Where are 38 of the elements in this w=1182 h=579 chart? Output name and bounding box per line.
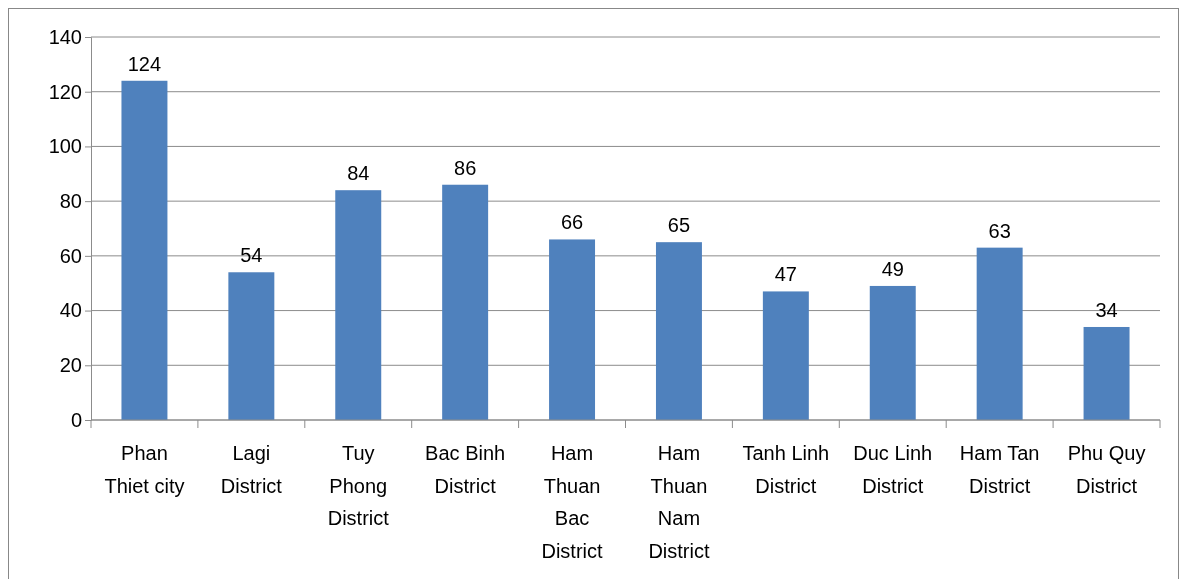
bar: [869, 285, 916, 420]
bar: [549, 239, 596, 420]
data-label: 63: [988, 219, 1011, 242]
data-label: 84: [347, 162, 370, 185]
x-tick-label: Ham Thuan Nam District: [648, 442, 710, 562]
x-tick-label: Tanh Linh District: [742, 442, 830, 497]
y-tick-label: 140: [48, 25, 82, 48]
y-tick-label: 120: [48, 80, 82, 103]
data-label: 34: [1095, 298, 1118, 321]
data-label: 124: [127, 52, 162, 75]
data-label: 86: [454, 156, 477, 179]
y-tick-label: 0: [70, 408, 82, 431]
bar: [442, 184, 489, 420]
bar: [1083, 326, 1130, 420]
y-tick-label: 40: [59, 299, 82, 322]
data-label: 65: [667, 214, 691, 237]
bar: [121, 80, 168, 420]
x-tick-label: Bac Binh District: [425, 442, 506, 497]
bar: [335, 190, 382, 420]
bar: [655, 242, 702, 420]
x-tick-label: Tuy Phong District: [327, 442, 390, 529]
y-tick-label: 80: [59, 190, 82, 213]
data-label: 54: [240, 244, 263, 267]
x-tick-label: Ham Thuan Bac District: [541, 442, 604, 562]
x-tick-label: Duc Linh District: [853, 442, 933, 497]
bar: [762, 291, 809, 420]
data-label: 49: [881, 257, 904, 280]
data-label: 47: [774, 263, 797, 286]
x-tick-label: Phan Thiet city: [104, 442, 185, 497]
bar: [228, 272, 275, 420]
y-tick-label: 20: [59, 354, 82, 377]
data-label: 66: [560, 211, 584, 234]
x-tick-label: Ham Tan District: [959, 442, 1040, 497]
x-tick-label: Lagi District: [220, 442, 283, 497]
y-tick-label: 60: [59, 244, 82, 267]
bar: [976, 247, 1023, 420]
x-tick-label: Phu Quy District: [1067, 442, 1146, 497]
y-tick-label: 100: [48, 135, 82, 158]
